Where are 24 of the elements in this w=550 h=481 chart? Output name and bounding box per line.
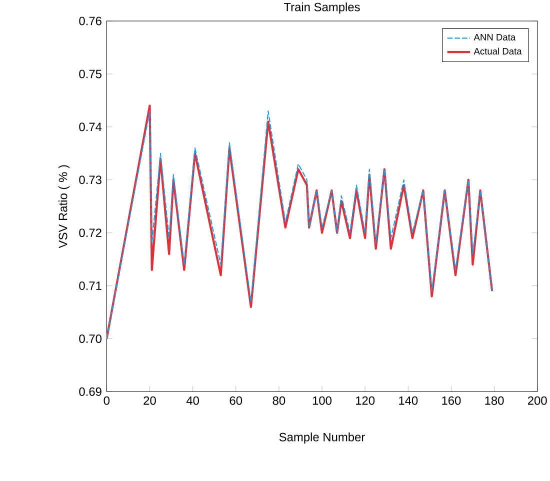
y-tick-label: 0.70 [79, 334, 102, 343]
y-tick-label: 0.75 [79, 70, 102, 78]
x-tick-label: 40 [186, 396, 199, 405]
legend-label: ANN Data [474, 34, 516, 40]
y-tick-label: 0.76 [79, 16, 102, 26]
x-tick-label: 160 [442, 396, 461, 405]
legend-label: Actual Data [474, 48, 522, 55]
y-tick-label: 0.73 [79, 176, 102, 184]
x-tick-label: 120 [356, 396, 375, 405]
chart-title: Train Samples [284, 2, 360, 14]
x-axis-title: Sample Number [279, 432, 365, 444]
x-tick-label: 20 [144, 396, 156, 405]
y-tick-label: 0.72 [79, 228, 102, 238]
x-tick-label: 80 [272, 396, 286, 405]
y-tick-label: 0.74 [79, 122, 102, 132]
y-tick-label: 0.71 [79, 282, 102, 290]
x-tick-label: 60 [230, 396, 242, 405]
x-tick-label: 100 [312, 396, 332, 405]
x-tick-label: 0 [104, 396, 110, 405]
y-axis-title: VSV Ratio ( % ) [58, 165, 70, 248]
y-tick-label: 0.69 [79, 387, 102, 396]
x-tick-label: 200 [528, 396, 547, 405]
x-tick-label: 180 [485, 396, 504, 405]
x-tick-label: 140 [399, 396, 418, 405]
